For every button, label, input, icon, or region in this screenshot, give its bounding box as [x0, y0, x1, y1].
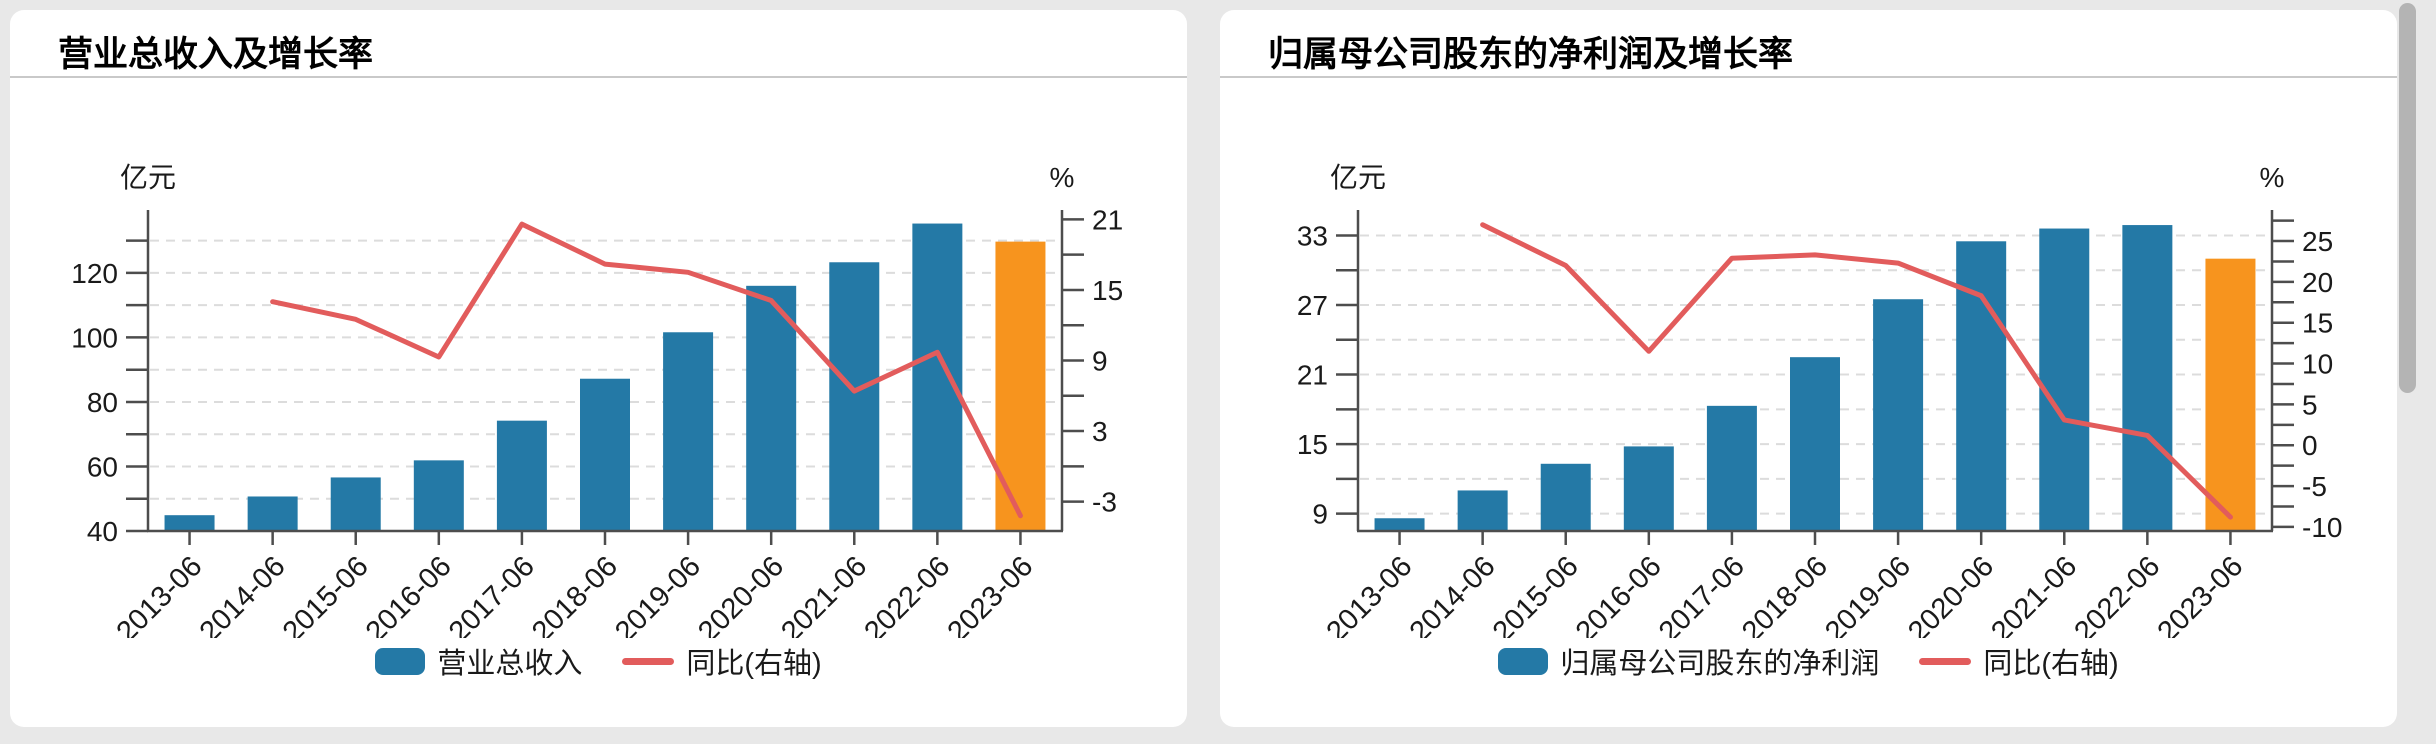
right-axis-label: -10 — [2302, 512, 2342, 543]
legend-item-yoy-line-2[interactable]: 同比(右轴) — [1919, 640, 2119, 682]
bar-2020-06[interactable] — [1956, 241, 2007, 531]
legend-item-revenue-bar[interactable]: 营业总收入 — [375, 640, 582, 682]
bar-series-swatch — [375, 647, 426, 675]
revenue-chart-card: 营业总收入及增长率 40 60 80 100 120 -3 3 9 15 21 2013-06 201… — [10, 10, 1187, 727]
bar-2017-06[interactable] — [1706, 405, 1757, 531]
right-axis-unit: % — [1050, 162, 1075, 193]
right-axis-label: 21 — [1092, 204, 1123, 235]
right-axis-label: 9 — [1092, 346, 1108, 377]
bar-2021-06[interactable] — [2039, 228, 2090, 532]
revenue-chart-legend: 营业总收入 同比(右轴) — [10, 644, 1187, 680]
bar-series-swatch — [1498, 647, 1549, 675]
bar-2016-06[interactable] — [1623, 446, 1674, 531]
bar-2014-06[interactable] — [1457, 490, 1508, 531]
left-axis-unit: 亿元 — [120, 162, 176, 193]
right-axis-label: 10 — [2302, 349, 2333, 380]
yoy-line[interactable] — [1480, 222, 2233, 520]
legend-item-profit-bar[interactable]: 归属母公司股东的净利润 — [1498, 640, 1879, 682]
x-axis-label: 2023-06 — [942, 550, 1040, 638]
left-axis-label: 9 — [1312, 499, 1328, 530]
line-series-swatch — [1919, 657, 1972, 665]
revenue-growth-chart[interactable]: 406080100120-33915212013-062014-062015-0… — [10, 78, 1187, 638]
yoy-line[interactable] — [270, 221, 1023, 519]
left-axis-label: 60 — [87, 451, 118, 482]
bar-2020-06[interactable] — [746, 285, 797, 531]
bars — [164, 223, 1046, 531]
left-axis-label: 33 — [1297, 220, 1328, 251]
left-axis-label: 120 — [71, 258, 118, 289]
legend-label-profit: 归属母公司股东的净利润 — [1560, 648, 1880, 680]
bar-2022-06[interactable] — [912, 223, 963, 531]
left-axis-label: 15 — [1297, 429, 1328, 460]
left-axis-label: 27 — [1297, 290, 1328, 321]
bar-2018-06[interactable] — [580, 378, 630, 531]
net-profit-chart-title: 归属母公司股东的净利润及增长率 — [1220, 10, 2397, 78]
bar-2015-06[interactable] — [1540, 463, 1591, 531]
bar-2019-06[interactable] — [1873, 299, 1924, 531]
net-profit-chart-card: 归属母公司股东的净利润及增长率 9 15 21 27 33 -10 -5 0 5 10 15 20 25… — [1220, 10, 2397, 727]
right-axis-label: -3 — [1092, 487, 1117, 518]
net-profit-chart-legend: 归属母公司股东的净利润 同比(右轴) — [1220, 644, 2397, 680]
left-axis-label: 80 — [87, 387, 118, 418]
bar-2023-06[interactable] — [995, 241, 1046, 531]
bar-2015-06[interactable] — [330, 477, 381, 531]
right-axis-label: 5 — [2302, 389, 2318, 420]
bar-2016-06[interactable] — [413, 460, 464, 531]
bar-2023-06[interactable] — [2205, 258, 2256, 531]
legend-item-yoy-line[interactable]: 同比(右轴) — [622, 640, 822, 682]
legend-label-revenue: 营业总收入 — [437, 648, 583, 680]
right-axis-label: 20 — [2302, 267, 2333, 298]
line-series-swatch — [622, 657, 675, 665]
vertical-scrollbar-thumb[interactable] — [2399, 3, 2416, 393]
legend-label-yoy-2: 同比(右轴) — [1983, 648, 2119, 680]
net-profit-growth-chart[interactable]: 915212733-10-505101520252013-062014-0620… — [1220, 78, 2397, 638]
right-axis-label: 3 — [1092, 416, 1108, 447]
left-axis-label: 21 — [1297, 360, 1328, 391]
left-axis-unit: 亿元 — [1330, 162, 1386, 193]
bar-2018-06[interactable] — [1790, 357, 1840, 531]
right-axis-label: 15 — [2302, 308, 2333, 339]
bar-2021-06[interactable] — [829, 262, 880, 531]
bar-2014-06[interactable] — [247, 496, 298, 531]
revenue-chart-title: 营业总收入及增长率 — [10, 10, 1187, 78]
right-axis-label: 25 — [2302, 226, 2333, 257]
bar-2019-06[interactable] — [663, 332, 714, 531]
legend-label-yoy: 同比(右轴) — [686, 648, 822, 680]
right-axis-label: 0 — [2302, 430, 2318, 461]
left-axis-label: 100 — [71, 322, 118, 353]
x-axis-label: 2023-06 — [2152, 550, 2250, 638]
right-axis-unit: % — [2260, 162, 2285, 193]
bar-2022-06[interactable] — [2122, 225, 2173, 531]
right-axis-label: 15 — [1092, 275, 1123, 306]
bar-2017-06[interactable] — [496, 420, 547, 531]
left-axis-label: 40 — [87, 516, 118, 547]
right-axis-label: -5 — [2302, 471, 2327, 502]
bar-2013-06[interactable] — [1374, 518, 1425, 531]
bar-2013-06[interactable] — [164, 515, 215, 531]
bars — [1374, 225, 2256, 532]
